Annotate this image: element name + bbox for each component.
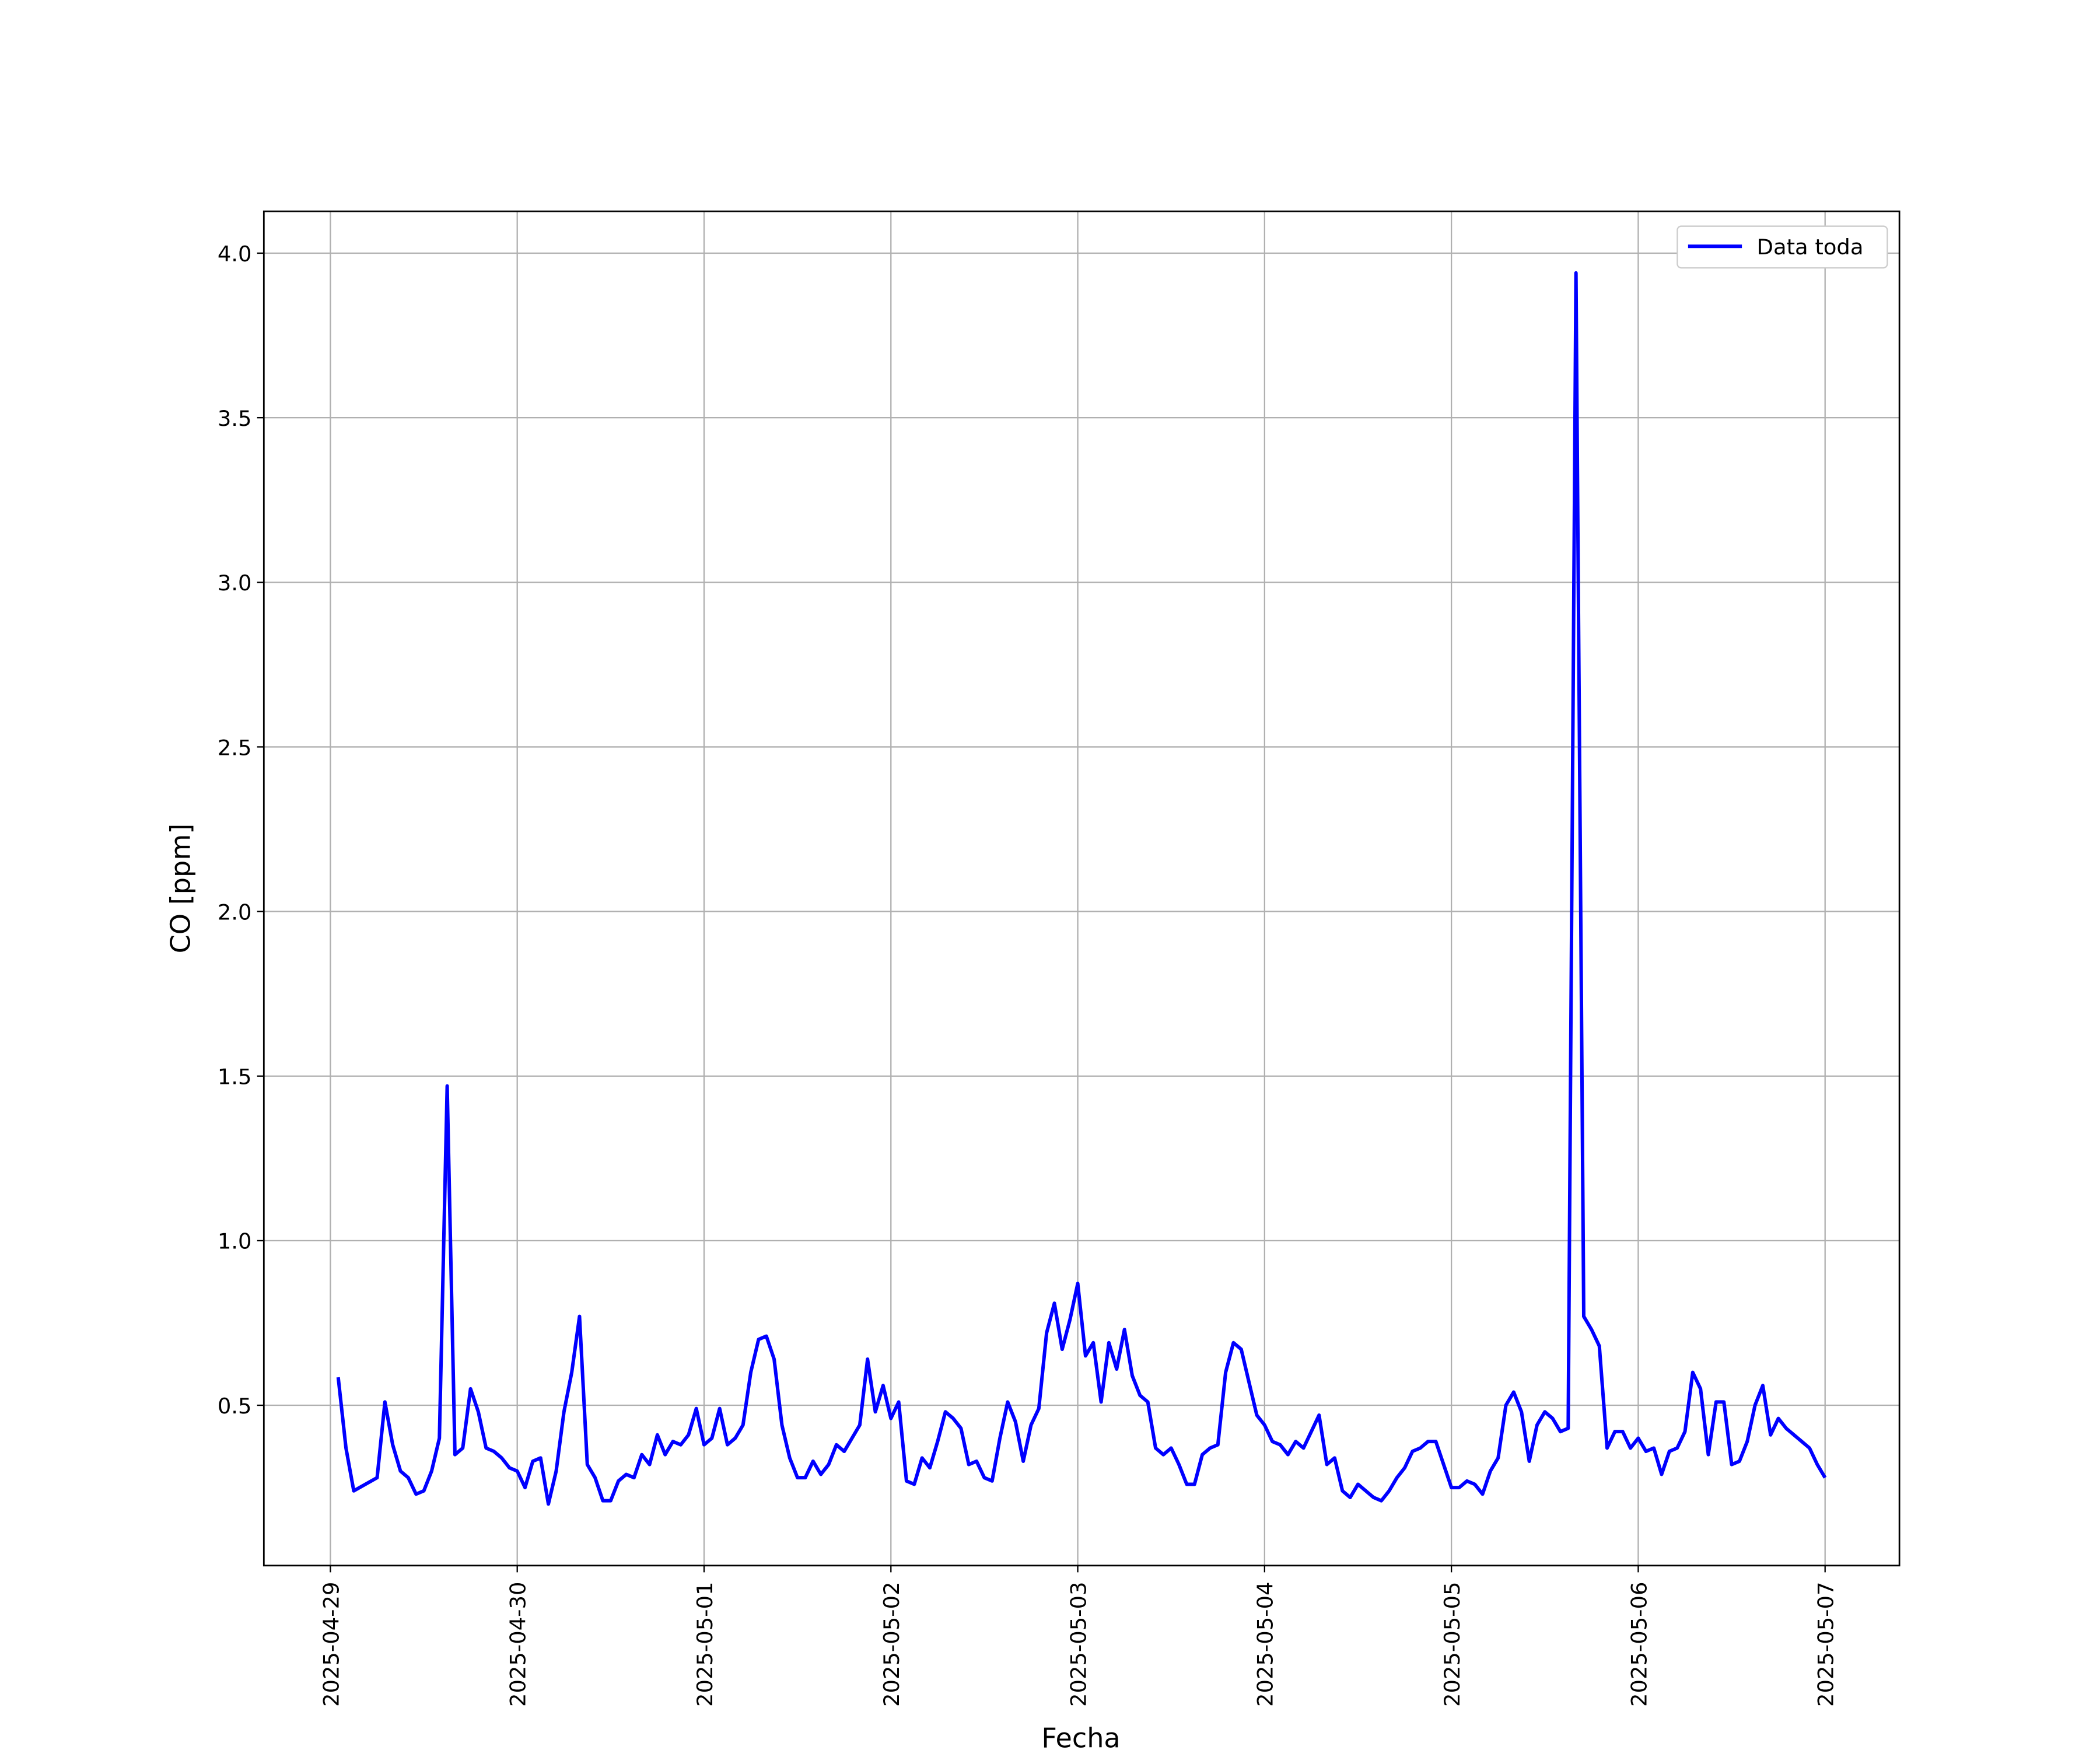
y-tick-label: 1.0 — [218, 1229, 252, 1254]
y-tick-label: 3.0 — [218, 570, 252, 596]
y-tick-label: 0.5 — [218, 1394, 252, 1419]
x-tick-label: 2025-04-30 — [506, 1582, 531, 1707]
y-tick-label: 2.0 — [218, 900, 252, 925]
x-tick-label: 2025-05-01 — [692, 1582, 718, 1707]
plot-frame — [262, 210, 1901, 1567]
legend: Data toda — [1676, 225, 1888, 269]
x-axis-label: Fecha — [1041, 1722, 1120, 1750]
y-tick-label: 4.0 — [218, 242, 252, 267]
legend-box — [1676, 225, 1888, 269]
x-tick-label: 2025-05-03 — [1066, 1582, 1091, 1707]
x-tick-label: 2025-04-29 — [318, 1582, 344, 1707]
x-tick-label: 2025-05-04 — [1253, 1582, 1278, 1707]
y-axis-label: CO [ppm] — [164, 824, 196, 954]
legend-label: Data toda — [1757, 235, 1864, 260]
x-tick-label: 2025-05-07 — [1814, 1582, 1839, 1707]
y-tick-label: 1.5 — [218, 1065, 252, 1090]
x-tick-label: 2025-05-02 — [879, 1582, 904, 1707]
x-tick-label: 2025-05-06 — [1626, 1582, 1651, 1707]
x-tick-label: 2025-05-05 — [1440, 1582, 1465, 1707]
data-line — [336, 271, 1827, 1506]
y-tick-label: 3.5 — [218, 406, 252, 431]
y-tick-label: 2.5 — [218, 735, 252, 760]
